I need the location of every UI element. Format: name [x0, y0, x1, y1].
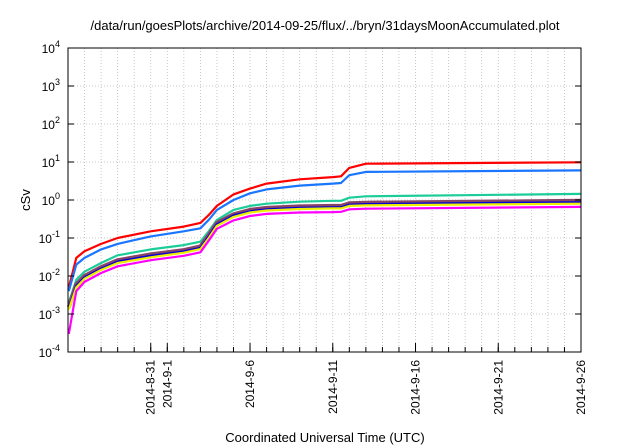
y-tick-exponent: 1 — [55, 153, 60, 163]
series-line-yellow — [67, 202, 582, 311]
ticks: 10-410-310-210-11001011021031042014-8-31… — [39, 39, 588, 415]
y-axis-label: cSv — [18, 189, 33, 211]
series-line-magenta — [67, 205, 582, 335]
x-tick-label: 2014-9-16 — [409, 360, 423, 415]
y-tick-exponent: 3 — [55, 77, 60, 87]
y-tick-label: 10-3 — [39, 305, 60, 322]
y-tick-exponent: -1 — [52, 229, 60, 239]
y-tick-exponent: 4 — [55, 39, 60, 49]
x-tick-label: 2014-9-21 — [491, 360, 505, 415]
y-tick-label: 101 — [42, 153, 60, 170]
series-line-purple — [66, 198, 582, 308]
series-group — [66, 161, 582, 335]
x-tick-label: 2014-8-31 — [144, 360, 158, 415]
y-tick-exponent: -4 — [52, 343, 60, 353]
y-tick-label: 100 — [42, 191, 60, 208]
y-tick-label: 104 — [42, 39, 60, 56]
x-axis-label: Coordinated Universal Time (UTC) — [225, 430, 424, 445]
series-line-blue — [67, 169, 582, 292]
y-tick-label: 102 — [42, 115, 60, 132]
series-line-red — [67, 161, 582, 288]
y-tick-exponent: -3 — [52, 305, 60, 315]
y-tick-label: 10-4 — [39, 343, 60, 360]
series-line-teal — [67, 192, 582, 303]
x-tick-label: 2014-9-11 — [326, 360, 340, 414]
y-tick-label: 103 — [42, 77, 60, 94]
y-tick-exponent: 2 — [55, 115, 60, 125]
chart-title: /data/run/goesPlots/archive/2014-09-25/f… — [91, 18, 560, 33]
y-tick-exponent: 0 — [55, 191, 60, 201]
x-tick-label: 2014-9-26 — [574, 360, 588, 415]
x-tick-label: 2014-9-6 — [243, 360, 257, 408]
y-tick-label: 10-1 — [39, 229, 60, 246]
y-tick-label: 10-2 — [39, 267, 60, 284]
x-tick-label: 2014-9-1 — [160, 360, 174, 408]
y-tick-exponent: -2 — [52, 267, 60, 277]
